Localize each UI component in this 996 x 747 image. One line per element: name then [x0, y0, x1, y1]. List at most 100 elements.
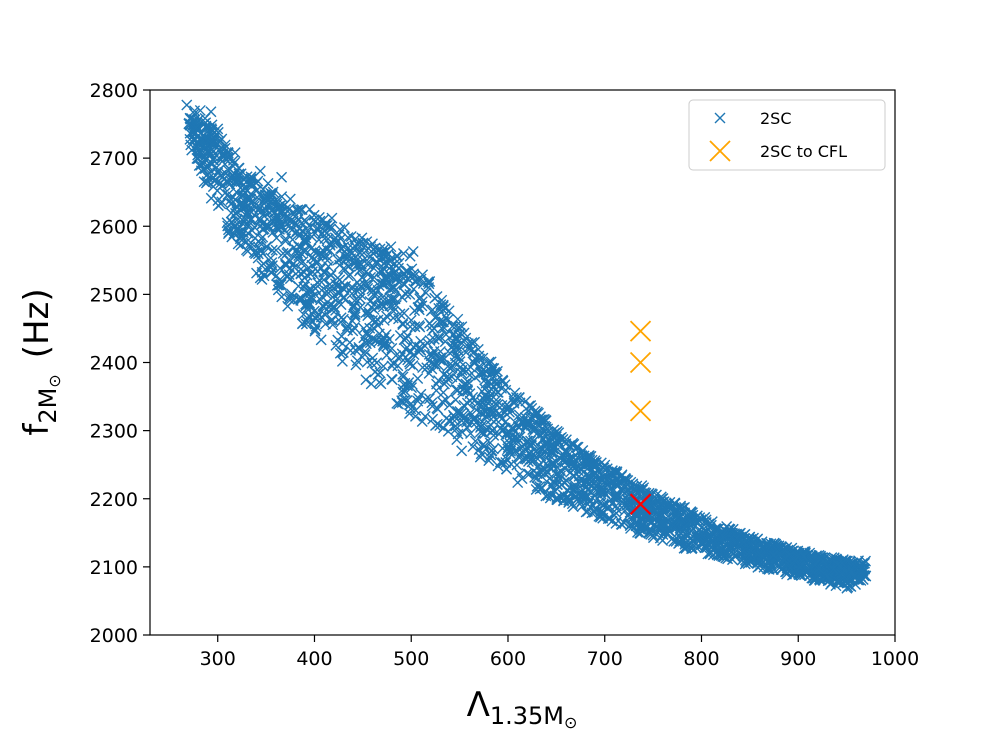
scatter-point-2sc [244, 205, 256, 217]
scatter-point-2sc [304, 299, 316, 311]
scatter-point-2sc [262, 177, 274, 189]
scatter-point-2sc-to-cfl [629, 351, 652, 374]
scatter-point-2sc [271, 198, 283, 210]
scatter-point-2sc [828, 572, 840, 584]
scatter-point-2sc [446, 361, 458, 373]
scatter-point-2sc [489, 366, 501, 378]
scatter-point-2sc [496, 382, 508, 394]
scatter-point-2sc [680, 532, 692, 544]
scatter-point-2sc [501, 398, 513, 410]
scatter-point-2sc [245, 176, 257, 188]
scatter-point-2sc [504, 428, 516, 440]
y-tick-label: 2500 [90, 284, 138, 306]
scatter-point-2sc [399, 271, 411, 283]
scatter-point-2sc [414, 321, 426, 333]
scatter-point-2sc [611, 503, 623, 515]
scatter-point-2sc [294, 241, 306, 253]
scatter-point-2sc [371, 357, 383, 369]
scatter-point-2sc [793, 569, 805, 581]
scatter-point-2sc [477, 438, 489, 450]
scatter-point-2sc [253, 236, 265, 248]
scatter-point-2sc [271, 279, 283, 291]
scatter-point-2sc [458, 412, 470, 424]
scatter-point-2sc [549, 427, 561, 439]
scatter-point-2sc [833, 576, 845, 588]
x-axis-label: Λ1.35M⊙ [467, 685, 578, 732]
scatter-point-2sc [359, 279, 371, 291]
scatter-point-2sc [817, 555, 829, 567]
scatter-point-2sc [490, 414, 502, 426]
y-tick-label: 2400 [90, 353, 138, 375]
scatter-point-2sc [343, 270, 354, 282]
scatter-point-2sc [535, 448, 547, 460]
scatter-point-2sc [430, 419, 441, 431]
scatter-point-2sc [452, 313, 464, 325]
scatter-point-2sc [480, 400, 492, 412]
scatter-point-2sc [643, 487, 655, 499]
scatter-point-2sc [461, 422, 473, 434]
scatter-point-2sc [526, 440, 538, 452]
scatter-point-2sc [452, 384, 464, 396]
scatter-point-2sc [436, 322, 448, 334]
scatter-point-2sc [531, 409, 543, 421]
x-tick-label: 900 [780, 648, 816, 670]
scatter-point-2sc [412, 395, 424, 407]
scatter-point-2sc [560, 445, 572, 457]
scatter-point-2sc [222, 224, 234, 236]
scatter-point-2sc [825, 578, 837, 590]
scatter-point-2sc [293, 241, 305, 253]
scatter-point-2sc [333, 229, 345, 241]
scatter-point-2sc [380, 251, 392, 263]
scatter-point-2sc [568, 460, 580, 472]
scatter-point-2sc [514, 468, 526, 480]
scatter-point-2sc [442, 360, 454, 372]
scatter-point-2sc [266, 214, 278, 226]
scatter-point-2sc [397, 319, 409, 331]
scatter-point-2sc [476, 396, 488, 408]
y-axis-ticks: 2000 2100 2200 2300 2400 2500 2600 2700 2800 [90, 80, 150, 647]
scatter-point-2sc [532, 427, 544, 438]
scatter-point-2sc [321, 255, 333, 266]
scatter-point-2sc [202, 160, 214, 172]
scatter-point-2sc [414, 341, 426, 353]
scatter-point-2sc [590, 503, 601, 515]
scatter-point-2sc [628, 484, 640, 496]
scatter-point-2sc [396, 291, 408, 303]
scatter-point-2sc [414, 293, 426, 305]
y-axis-label-sun-symbol: ⊙ [45, 374, 64, 387]
scatter-point-2sc [292, 204, 304, 216]
scatter-point-2sc [406, 263, 418, 275]
scatter-point-2sc [625, 522, 637, 534]
scatter-point-2sc [765, 562, 777, 574]
scatter-point-2sc [497, 442, 509, 454]
scatter-point-2sc [253, 193, 265, 205]
scatter-point-2sc [361, 327, 373, 339]
scatter-point-2sc [315, 334, 327, 346]
scatter-point-2sc [306, 266, 318, 278]
scatter-point-2sc [221, 176, 233, 188]
scatter-point-2sc [799, 569, 811, 581]
scatter-point-2sc [326, 212, 338, 224]
x-tick-label: 400 [296, 648, 332, 670]
scatter-point-2sc [446, 359, 458, 371]
scatter-point-2sc [243, 192, 255, 204]
scatter-point-2sc [261, 241, 273, 253]
y-tick-label: 2800 [90, 80, 138, 102]
scatter-point-2sc [205, 106, 217, 118]
scatter-point-2sc [456, 445, 468, 457]
scatter-point-2sc [360, 338, 372, 350]
scatter-point-2sc [762, 563, 774, 575]
scatter-point-2sc [604, 501, 616, 513]
y-tick-label: 2000 [90, 625, 138, 647]
scatter-point-2sc [425, 357, 437, 369]
scatter-point-2sc [629, 516, 641, 528]
scatter-point-2sc [362, 280, 374, 291]
scatter-point-2sc [229, 147, 241, 159]
scatter-point-2sc [310, 223, 322, 235]
scatter-point-2sc [219, 139, 231, 151]
scatter-point-2sc [505, 458, 517, 470]
scatter-point-2sc [356, 232, 368, 244]
scatter-point-2sc [484, 451, 496, 463]
scatter-point-2sc [291, 247, 303, 259]
scatter-point-2sc [183, 117, 195, 129]
